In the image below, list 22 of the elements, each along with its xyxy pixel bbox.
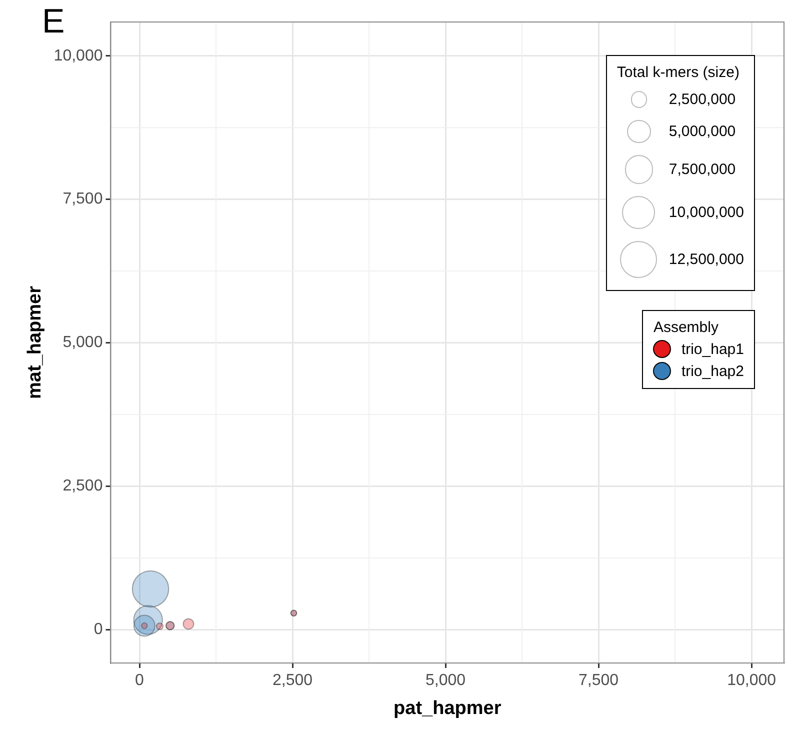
legend-label: 12,500,000 <box>668 250 744 268</box>
annotation: Total k-mers (size) <box>616 64 740 81</box>
legend-label: 7,500,000 <box>668 160 736 178</box>
text: E <box>42 2 65 40</box>
x-tick-label: 2,500 <box>272 672 313 690</box>
y-tick-label: 7,500 <box>62 190 103 208</box>
legend-label: 10,000,000 <box>668 204 744 221</box>
x-tick-label: 0 <box>135 672 144 690</box>
x-tick-label: 10,000 <box>727 672 776 690</box>
x-tick-label: 5,000 <box>426 672 466 690</box>
y-axis-title: mat_hapmer <box>24 285 46 399</box>
y-tick-label: 10,000 <box>54 47 103 64</box>
legend-label: trio_hap1 <box>681 340 744 358</box>
legend-label: trio_hap2 <box>681 362 744 380</box>
x-tick-label: 7,500 <box>578 672 619 690</box>
legend-label: 2,500,000 <box>668 90 736 108</box>
y-tick-label: 5,000 <box>62 334 103 352</box>
y-tick-label: 0 <box>94 621 103 638</box>
legend-label: 5,000,000 <box>668 122 736 140</box>
legend-title: Assembly <box>653 319 720 336</box>
x-axis-title: pat_hapmer <box>394 698 502 719</box>
y-tick-label: 2,500 <box>62 478 103 495</box>
